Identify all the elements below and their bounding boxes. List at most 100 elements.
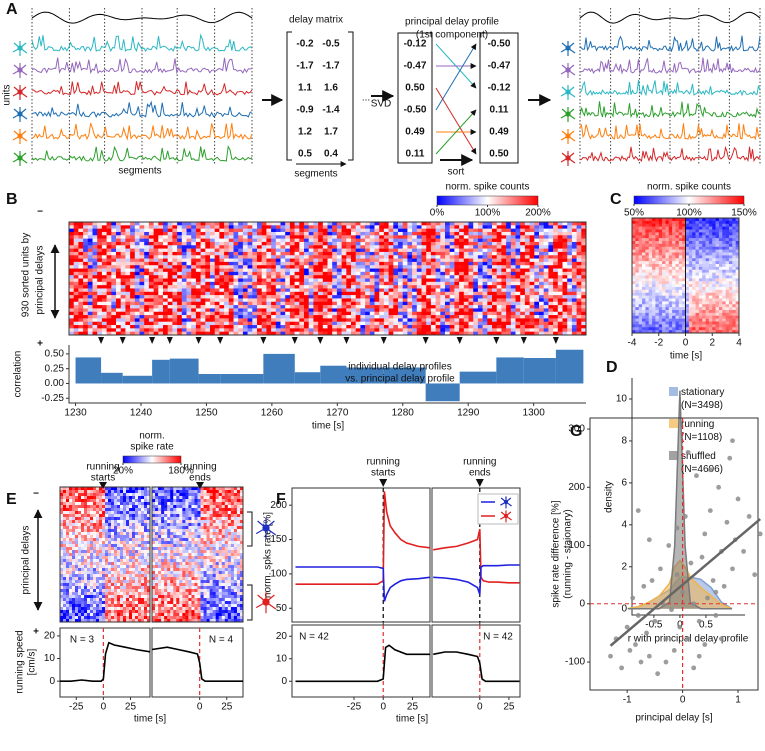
heatmap-cell — [698, 249, 703, 253]
heatmap-cell — [449, 295, 455, 299]
heatmap-cell — [360, 255, 366, 259]
neuron-dendrite — [567, 152, 575, 159]
heatmap-cell — [97, 258, 103, 263]
y-tick-label: 0.00 — [45, 378, 65, 389]
heatmap-cell — [369, 311, 375, 316]
heatmap-cell — [642, 249, 646, 253]
neuron-dendrite — [560, 91, 569, 97]
heatmap-cell — [106, 225, 112, 229]
heatmap-cell — [648, 315, 653, 319]
heatmap-cell — [228, 275, 234, 279]
heatmap-cell — [172, 315, 178, 319]
segment-marker — [552, 337, 559, 344]
heatmap-cell — [501, 278, 507, 283]
heatmap-cell — [675, 315, 680, 319]
heatmap-cell — [678, 318, 683, 322]
heatmap-cell — [224, 225, 230, 229]
heatmap-cell — [130, 291, 136, 296]
heatmap-cell — [346, 288, 352, 293]
heatmap-cell — [655, 307, 660, 311]
heatmap-cell — [271, 318, 277, 322]
heatmap-cell — [275, 261, 281, 266]
heatmap-cell — [648, 292, 653, 296]
heatmap-cell — [520, 228, 526, 233]
heatmap-cell — [576, 308, 582, 313]
heatmap-cell — [351, 255, 356, 259]
heatmap-cell — [632, 246, 636, 250]
heatmap-cell — [97, 315, 103, 319]
heatmap-cell — [682, 310, 686, 314]
heatmap-cell — [506, 301, 512, 306]
heatmap-cell — [728, 301, 733, 305]
heatmap-cell — [214, 241, 220, 246]
heatmap-cell — [482, 288, 488, 293]
heatmap-cell — [581, 248, 587, 253]
heatmap-cell — [571, 241, 577, 246]
heatmap-cell — [642, 243, 646, 248]
heatmap-cell — [163, 271, 168, 276]
heatmap-cell — [412, 265, 418, 269]
heatmap-cell — [652, 304, 656, 308]
heatmap-cell — [210, 315, 215, 319]
heatmap-cell — [407, 298, 413, 303]
heatmap-cell — [571, 228, 577, 233]
heatmap-cell — [445, 278, 450, 283]
heatmap-cell — [186, 308, 192, 313]
heatmap-cell — [648, 218, 653, 222]
heatmap-cell — [341, 278, 347, 283]
heatmap-cell — [153, 245, 159, 249]
heatmap-cell — [662, 249, 666, 253]
heatmap-cell — [635, 241, 639, 245]
heatmap-cell — [393, 291, 399, 296]
heatmap-cell — [732, 315, 736, 319]
heatmap-cell — [668, 255, 673, 259]
heatmap-cell — [648, 220, 653, 225]
legend-line: running — [681, 419, 714, 430]
heatmap-cell — [688, 252, 693, 256]
neuron-dendrite — [13, 86, 21, 93]
heatmap-cell — [473, 298, 479, 303]
heatmap-cell — [698, 330, 703, 334]
heatmap-cell — [454, 265, 460, 269]
heatmap-cell — [275, 222, 281, 226]
heatmap-cell — [473, 241, 479, 246]
heatmap-cell — [167, 231, 173, 236]
heatmap-cell — [195, 271, 201, 276]
heatmap-cell — [665, 243, 670, 248]
heatmap-cell — [191, 281, 197, 286]
heatmap-cell — [69, 285, 74, 289]
heatmap-cell — [553, 238, 559, 243]
point — [721, 583, 727, 589]
heatmap-cell — [702, 315, 706, 319]
heatmap-cell — [515, 308, 521, 313]
heatmap-cell — [318, 258, 324, 263]
heatmap-cell — [148, 248, 154, 253]
heatmap-cell — [638, 235, 643, 239]
heatmap-cell — [101, 308, 107, 313]
heatmap-cell — [665, 241, 670, 245]
heatmap-cell — [101, 311, 107, 316]
heatmap-cell — [134, 301, 140, 306]
heatmap-cell — [668, 238, 673, 242]
heatmap-cell — [158, 225, 164, 229]
heatmap-cell — [313, 235, 319, 239]
heatmap-cell — [158, 228, 164, 233]
heatmap-cell — [477, 285, 483, 289]
heatmap-cell — [539, 268, 544, 273]
heatmap-cell — [412, 315, 418, 319]
heatmap-cell — [153, 285, 159, 289]
heatmap-cell — [632, 284, 636, 288]
heatmap-cell — [412, 251, 418, 256]
legend-line: stationary — [681, 387, 724, 398]
sort-label: sort — [448, 167, 465, 178]
heatmap-cell — [125, 281, 131, 286]
heatmap-cell — [449, 251, 455, 256]
heatmap-cell — [92, 255, 98, 259]
heatmap-cell — [678, 229, 683, 233]
heatmap-cell — [426, 228, 432, 233]
heatmap-cell — [83, 278, 89, 283]
heatmap-cell — [473, 301, 479, 306]
heatmap-cell — [228, 231, 234, 236]
heatmap-cell — [247, 251, 253, 256]
heatmap-cell — [369, 301, 375, 306]
